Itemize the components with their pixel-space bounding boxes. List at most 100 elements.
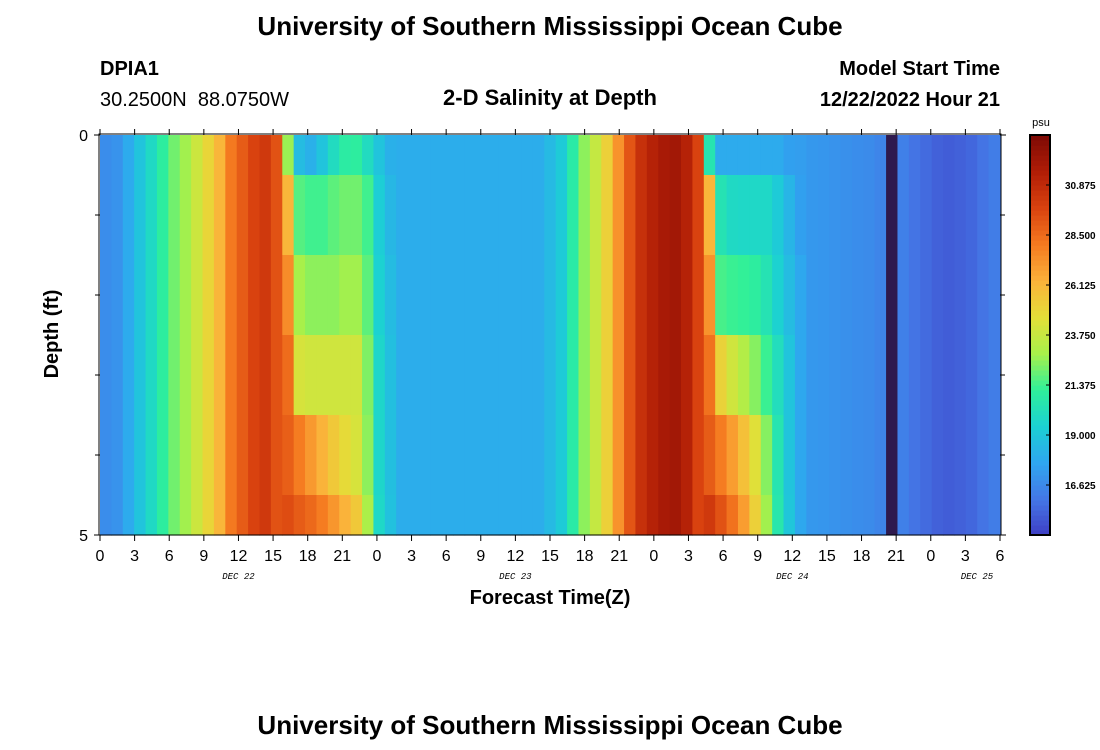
heatmap-cell bbox=[339, 175, 352, 256]
colorbar-segment bbox=[1030, 465, 1050, 471]
heatmap-cell bbox=[156, 495, 169, 536]
heatmap-cell bbox=[270, 495, 283, 536]
heatmap-cell bbox=[851, 175, 864, 256]
x-tick-label: 0 bbox=[96, 548, 105, 565]
heatmap-cell bbox=[350, 495, 363, 536]
heatmap-cell bbox=[134, 495, 147, 536]
heatmap-cell bbox=[772, 175, 785, 256]
colorbar-segment bbox=[1030, 140, 1050, 146]
heatmap-cell bbox=[624, 415, 637, 496]
heatmap-cell bbox=[407, 135, 420, 176]
heatmap-cell bbox=[122, 175, 135, 256]
heatmap-cell bbox=[179, 495, 192, 536]
heatmap-cell bbox=[817, 255, 830, 336]
colorbar-segment bbox=[1030, 220, 1050, 226]
heatmap-cell bbox=[578, 495, 591, 536]
heatmap-cell bbox=[145, 175, 158, 256]
heatmap-cell bbox=[567, 335, 580, 416]
heatmap-cell bbox=[646, 255, 659, 336]
heatmap-cell bbox=[578, 255, 591, 336]
colorbar-segment bbox=[1030, 510, 1050, 516]
heatmap-cell bbox=[475, 255, 488, 336]
heatmap-cell bbox=[874, 255, 887, 336]
heatmap-cell bbox=[270, 175, 283, 256]
x-tick-label: 6 bbox=[719, 548, 728, 565]
heatmap-cell bbox=[134, 415, 147, 496]
heatmap-cell bbox=[703, 255, 716, 336]
heatmap-cell bbox=[293, 135, 306, 176]
heatmap-cell bbox=[658, 135, 671, 176]
heatmap-cell bbox=[327, 175, 340, 256]
heatmap-cell bbox=[669, 175, 682, 256]
heatmap-cell bbox=[817, 335, 830, 416]
colorbar-segment bbox=[1030, 310, 1050, 316]
heatmap-cell bbox=[213, 135, 226, 176]
heatmap-cell bbox=[829, 495, 842, 536]
colorbar-segment bbox=[1030, 435, 1050, 441]
heatmap-cell bbox=[270, 335, 283, 416]
x-tick-label: 9 bbox=[476, 548, 485, 565]
heatmap-cell bbox=[236, 255, 249, 336]
heatmap-cell bbox=[589, 175, 602, 256]
heatmap-cell bbox=[122, 135, 135, 176]
heatmap-cell bbox=[384, 495, 397, 536]
colorbar-segment bbox=[1030, 205, 1050, 211]
colorbar-segment bbox=[1030, 160, 1050, 166]
heatmap-cell bbox=[726, 495, 739, 536]
x-tick-label: 15 bbox=[264, 548, 282, 565]
heatmap-cell bbox=[396, 415, 409, 496]
x-tick-label: 9 bbox=[199, 548, 208, 565]
x-tick-label: 12 bbox=[230, 548, 248, 565]
heatmap-cell bbox=[293, 495, 306, 536]
heatmap-cell bbox=[737, 135, 750, 176]
heatmap-cell bbox=[202, 175, 215, 256]
heatmap-cell bbox=[749, 335, 762, 416]
heatmap-cell bbox=[453, 175, 466, 256]
heatmap-cell bbox=[806, 255, 819, 336]
heatmap-cell bbox=[407, 175, 420, 256]
colorbar-segment bbox=[1030, 395, 1050, 401]
heatmap-cell bbox=[282, 135, 295, 176]
heatmap-cell bbox=[339, 255, 352, 336]
heatmap-cell bbox=[726, 135, 739, 176]
colorbar-segment bbox=[1030, 370, 1050, 376]
heatmap-cell bbox=[305, 175, 318, 256]
heatmap-cell bbox=[589, 135, 602, 176]
colorbar-segment bbox=[1030, 145, 1050, 151]
plot-title: 2-D Salinity at Depth bbox=[443, 85, 657, 110]
heatmap-cell bbox=[179, 415, 192, 496]
heatmap-cell bbox=[179, 175, 192, 256]
heatmap-cell bbox=[362, 415, 375, 496]
x-axis-label: Forecast Time(Z) bbox=[470, 587, 631, 609]
colorbar-segment bbox=[1030, 505, 1050, 511]
heatmap-cell bbox=[475, 495, 488, 536]
heatmap-cell bbox=[897, 335, 910, 416]
heatmap-cell bbox=[920, 175, 933, 256]
x-tick-label: 12 bbox=[783, 548, 801, 565]
heatmap-cell bbox=[418, 255, 431, 336]
heatmap-cell bbox=[111, 135, 124, 176]
colorbar-segment bbox=[1030, 235, 1050, 241]
heatmap-cell bbox=[555, 175, 568, 256]
heatmap-cell bbox=[418, 175, 431, 256]
heatmap-cell bbox=[874, 335, 887, 416]
heatmap-cell bbox=[179, 135, 192, 176]
heatmap-cell bbox=[658, 175, 671, 256]
heatmap-cell bbox=[726, 175, 739, 256]
heatmap-cell bbox=[191, 175, 204, 256]
colorbar-segment bbox=[1030, 450, 1050, 456]
heatmap-cell bbox=[920, 335, 933, 416]
heatmap-cell bbox=[749, 415, 762, 496]
heatmap-cell bbox=[760, 495, 773, 536]
colorbar-segment bbox=[1030, 295, 1050, 301]
heatmap-cell bbox=[908, 335, 921, 416]
colorbar-tick-label: 30.875 bbox=[1065, 181, 1096, 192]
heatmap-cell bbox=[669, 255, 682, 336]
heatmap-cell bbox=[475, 175, 488, 256]
heatmap-cell bbox=[863, 335, 876, 416]
heatmap-cell bbox=[943, 255, 956, 336]
heatmap-cell bbox=[612, 255, 625, 336]
heatmap-cell bbox=[532, 175, 545, 256]
heatmap-cell bbox=[931, 495, 944, 536]
colorbar-segment bbox=[1030, 500, 1050, 506]
